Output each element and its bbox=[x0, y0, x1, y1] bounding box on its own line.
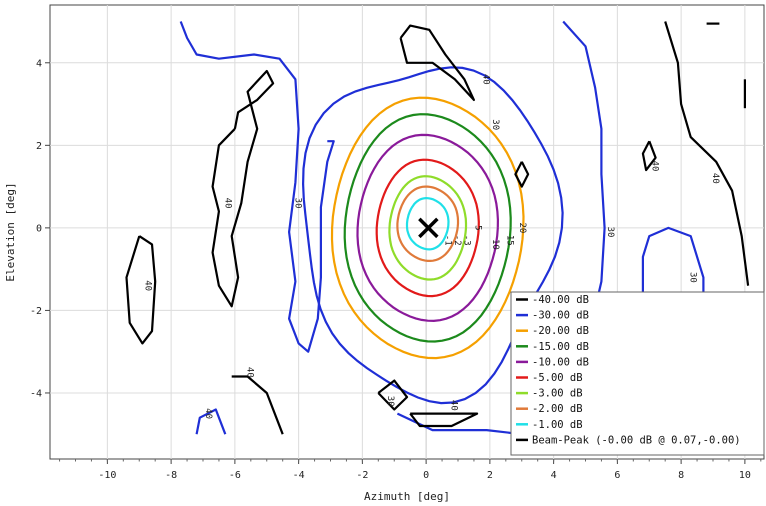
main-lobe-contour bbox=[396, 185, 460, 262]
y-tick-label: 2 bbox=[36, 141, 42, 152]
side-contour bbox=[179, 21, 335, 353]
contour-label: 40 bbox=[449, 400, 459, 411]
legend-entry: -40.00 dB bbox=[532, 294, 589, 306]
contour-label: 5 bbox=[473, 225, 483, 230]
axis-ticks: -10 -8 -6 -4 -2 0 2 4 6 8 10 -4 -2 0 2 4 bbox=[30, 58, 762, 481]
contour-label: 30 bbox=[292, 198, 302, 209]
contour-label: -2 bbox=[452, 235, 462, 246]
contour-label: 40 bbox=[143, 280, 153, 291]
legend-entry: -20.00 dB bbox=[532, 325, 589, 337]
side-contour bbox=[211, 69, 275, 308]
side-contour bbox=[125, 235, 157, 345]
y-axis-title: Elevation [deg] bbox=[4, 182, 17, 281]
main-lobe-contour bbox=[343, 113, 512, 343]
side-contour bbox=[409, 412, 479, 428]
main-lobe-contour bbox=[405, 196, 450, 251]
main-lobe-contour bbox=[330, 96, 525, 360]
x-tick-label: -8 bbox=[165, 470, 177, 481]
contour-label: -3 bbox=[461, 235, 471, 246]
x-tick-label: 10 bbox=[739, 470, 751, 481]
contour-label: 30 bbox=[385, 396, 395, 407]
contour-label: 30 bbox=[688, 272, 698, 283]
contour-label: 40 bbox=[222, 198, 232, 209]
main-lobe-contour bbox=[301, 66, 564, 405]
legend-entry: -1.00 dB bbox=[532, 419, 583, 431]
legend-entry: -30.00 dB bbox=[532, 310, 589, 322]
x-tick-label: 6 bbox=[614, 470, 620, 481]
side-contour bbox=[514, 161, 530, 188]
main-lobe-contour bbox=[375, 158, 480, 298]
main-lobe-contour bbox=[356, 133, 500, 323]
contour-label: 10 bbox=[490, 239, 500, 250]
x-tick-label: 0 bbox=[423, 470, 429, 481]
legend-entry: -5.00 dB bbox=[532, 372, 583, 384]
main-lobe-contour bbox=[388, 175, 468, 281]
contour-label: 30 bbox=[605, 227, 615, 238]
contour-label: 40 bbox=[203, 408, 213, 419]
side-contour bbox=[231, 375, 284, 435]
y-tick-label: -4 bbox=[30, 388, 42, 399]
legend-entry: Beam-Peak (-0.00 dB @ 0.07,-0.00) bbox=[532, 434, 741, 446]
contour-label: 20 bbox=[517, 222, 527, 233]
beam-peak-x-stroke bbox=[418, 217, 439, 239]
x-tick-label: 8 bbox=[678, 470, 684, 481]
legend-entry: -10.00 dB bbox=[532, 356, 589, 368]
x-tick-label: -6 bbox=[229, 470, 241, 481]
side-contour bbox=[641, 140, 657, 172]
contour-label: 40 bbox=[481, 74, 491, 85]
legend-entry: -2.00 dB bbox=[532, 403, 583, 415]
x-tick-label: 2 bbox=[487, 470, 493, 481]
contour-label: 40 bbox=[245, 367, 255, 378]
side-contour bbox=[377, 379, 409, 411]
x-tick-label: -4 bbox=[293, 470, 305, 481]
legend-entry: -3.00 dB bbox=[532, 388, 583, 400]
side-contour bbox=[641, 226, 705, 311]
x-tick-label: 4 bbox=[551, 470, 557, 481]
x-tick-label: -2 bbox=[356, 470, 368, 481]
side-contour bbox=[399, 24, 475, 102]
y-tick-label: 0 bbox=[36, 223, 42, 234]
side-contour bbox=[664, 21, 750, 286]
beam-peak-marker bbox=[418, 217, 439, 239]
contour-curves bbox=[125, 20, 750, 448]
contour-label: 30 bbox=[490, 119, 500, 130]
contour-label: -1 bbox=[442, 235, 452, 246]
x-tick-label: -10 bbox=[98, 470, 116, 481]
y-tick-label: 4 bbox=[36, 58, 42, 69]
contour-label: 40 bbox=[710, 173, 720, 184]
legend: -40.00 dB -30.00 dB -20.00 dB -15.00 dB -10.… bbox=[510, 291, 765, 456]
legend-entry: -15.00 dB bbox=[532, 341, 589, 353]
contour-label: 15 bbox=[504, 235, 514, 246]
contour-label: 40 bbox=[649, 161, 659, 172]
side-contour bbox=[195, 408, 227, 435]
y-tick-label: -2 bbox=[30, 306, 42, 317]
x-axis-title: Azimuth [deg] bbox=[364, 490, 450, 503]
